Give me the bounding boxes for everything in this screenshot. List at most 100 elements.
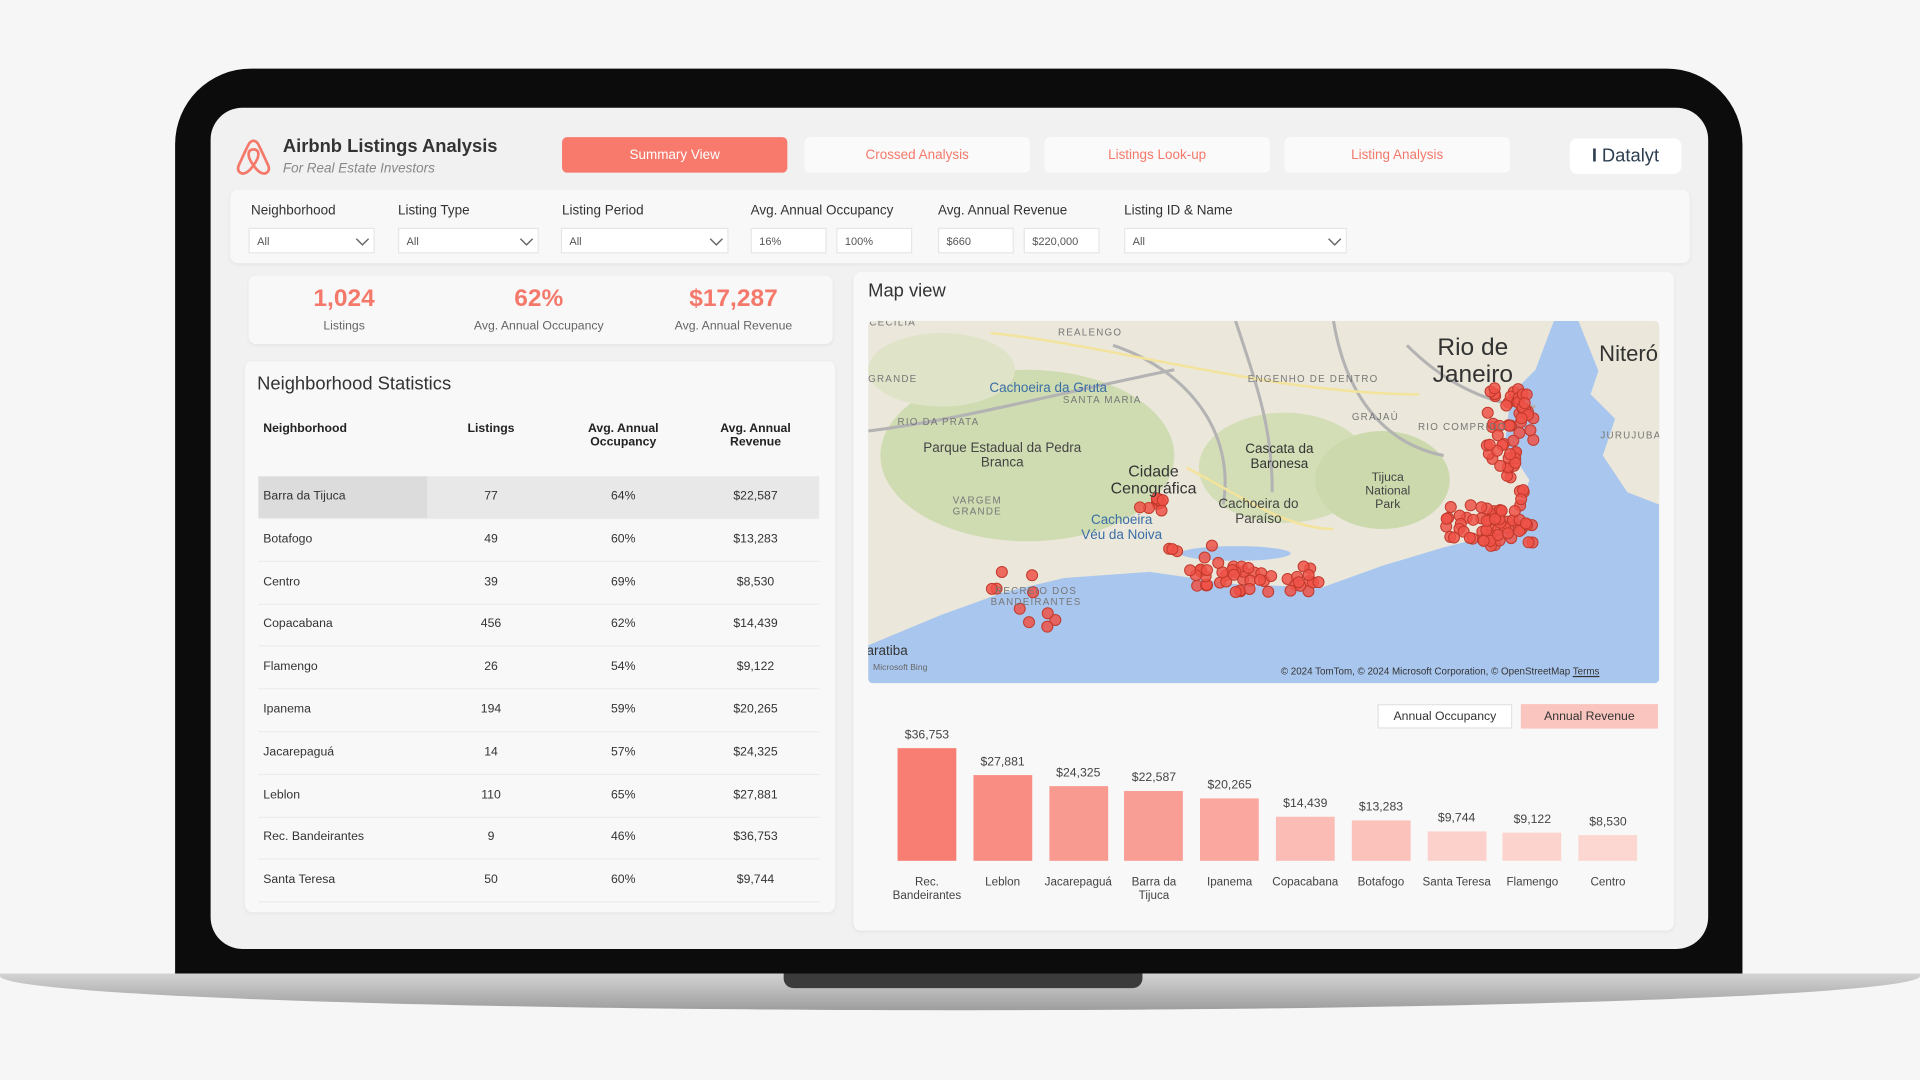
map-label-line: Guaratiba bbox=[868, 644, 908, 659]
land bbox=[1578, 320, 1660, 468]
map-label-line: RIO DA PRATA bbox=[897, 416, 980, 428]
map-label-line: Cachoeira da Gruta bbox=[989, 380, 1107, 396]
table-cell: $22,587 bbox=[733, 489, 778, 504]
kpi-panel bbox=[248, 275, 833, 345]
map[interactable]: Microsoft Bing © 2024 TomTom, © 2024 Mic… bbox=[868, 320, 1660, 684]
table-cell: $8,530 bbox=[736, 575, 775, 589]
map-base bbox=[868, 320, 1660, 684]
kpi-value: $17,287 bbox=[689, 285, 778, 313]
filter-label: Avg. Annual Revenue bbox=[937, 203, 1068, 218]
map-label-line: CECÍLIA bbox=[869, 320, 917, 329]
terms-link[interactable]: Terms bbox=[1572, 666, 1600, 678]
listing-dot bbox=[1205, 539, 1218, 552]
map-label: Cidade Cenográfica bbox=[1110, 462, 1197, 498]
kpi-label: Avg. Annual Revenue bbox=[674, 319, 793, 334]
listing-dot bbox=[1524, 424, 1537, 437]
filter-input[interactable]: 100% bbox=[836, 227, 913, 254]
map-label-line: SANTA MARIA bbox=[1062, 394, 1142, 406]
filter-input[interactable]: $220,000 bbox=[1023, 227, 1100, 254]
table-cell: 62% bbox=[611, 617, 636, 632]
bar bbox=[1200, 798, 1260, 861]
table-cell: 49 bbox=[484, 532, 498, 546]
map-label-line: Branca bbox=[980, 455, 1024, 471]
bar-value-label: $24,325 bbox=[1056, 766, 1101, 781]
table-cell: Ipanema bbox=[263, 702, 311, 717]
filter-input[interactable]: 16% bbox=[750, 227, 827, 254]
row-highlight bbox=[258, 476, 428, 518]
listing-dot bbox=[995, 566, 1008, 579]
map-label-line: Niterói bbox=[1599, 341, 1660, 367]
x-tick-label: Rec. Bandeirantes bbox=[892, 875, 962, 903]
map-label-line: GRAJAÚ bbox=[1351, 411, 1399, 423]
map-label-line: Paraíso bbox=[1235, 511, 1282, 527]
filter-input[interactable]: All bbox=[560, 227, 729, 254]
listing-dot bbox=[1134, 501, 1147, 514]
x-tick-label: Centro bbox=[1590, 875, 1626, 889]
map-label-line: REALENGO bbox=[1057, 326, 1123, 338]
tab[interactable]: Listing Analysis bbox=[1284, 137, 1510, 173]
table-cell: 69% bbox=[611, 575, 636, 589]
bar bbox=[1124, 791, 1184, 861]
map-label-line: National bbox=[1365, 484, 1411, 499]
listing-dot bbox=[1500, 399, 1513, 412]
toggle-button-active[interactable]: Annual Revenue bbox=[1520, 704, 1658, 729]
table-cell: Botafogo bbox=[263, 532, 313, 546]
filter-input[interactable]: All bbox=[1124, 227, 1347, 254]
filter-label: Avg. Annual Occupancy bbox=[750, 203, 894, 218]
listing-dot bbox=[1491, 429, 1504, 442]
filter-input[interactable]: All bbox=[248, 227, 375, 254]
map-label: VARGEM GRANDE bbox=[952, 494, 1002, 518]
toggle-button[interactable]: Annual Occupancy bbox=[1377, 704, 1513, 729]
listing-dot bbox=[1502, 527, 1515, 540]
bar bbox=[1048, 786, 1108, 861]
bar-value-label: $13,283 bbox=[1358, 800, 1404, 814]
listing-dot bbox=[1265, 570, 1278, 583]
listing-dot bbox=[1483, 438, 1496, 451]
listing-dot bbox=[985, 582, 998, 595]
row-separator bbox=[258, 816, 820, 818]
listing-dot bbox=[1508, 505, 1521, 518]
listing-dot bbox=[1027, 586, 1040, 599]
x-tick-label: Barra da Tijuca bbox=[1131, 875, 1177, 903]
brand-name: Datalyt bbox=[1601, 145, 1660, 167]
table-cell: 46% bbox=[611, 830, 636, 845]
tab[interactable]: Crossed Analysis bbox=[804, 137, 1030, 173]
x-tick-label: Ipanema bbox=[1206, 875, 1253, 889]
table-cell: $14,439 bbox=[733, 617, 778, 632]
listing-dot bbox=[1464, 499, 1477, 512]
listing-dot bbox=[1166, 543, 1179, 556]
map-label: Parque Estadual da Pedra Branca bbox=[923, 441, 1081, 471]
filter-label: Neighborhood bbox=[251, 203, 336, 218]
table-cell: 57% bbox=[611, 745, 636, 759]
filter-input[interactable]: All bbox=[397, 227, 539, 254]
listing-dot bbox=[1475, 501, 1488, 514]
table-cell: $9,122 bbox=[736, 660, 775, 674]
table-cell: 60% bbox=[611, 532, 636, 546]
table-cell: 54% bbox=[611, 660, 636, 674]
map-label-line: Cenográfica bbox=[1110, 479, 1197, 498]
bar-chart: $36,753 Rec. Bandeirantes $27,881 Leblon $24… bbox=[0, 0, 1638, 902]
kpi-value: 1,024 bbox=[313, 285, 375, 313]
map-label-line: Janeiro bbox=[1432, 361, 1513, 389]
map-label-line: VARGEM bbox=[952, 494, 1002, 506]
column-header: Avg. Annual Revenue bbox=[720, 422, 791, 450]
tab-active[interactable]: Summary View bbox=[562, 137, 788, 173]
tab[interactable]: Listings Look-up bbox=[1044, 137, 1270, 173]
bar-value-label: $9,122 bbox=[1513, 813, 1552, 827]
row-separator bbox=[258, 858, 820, 861]
listing-dot bbox=[1444, 501, 1457, 514]
table-cell: 26 bbox=[484, 660, 498, 674]
map-label-line: ENGENHO DE DENTRO bbox=[1247, 373, 1379, 385]
table-cell: 456 bbox=[480, 617, 502, 632]
listing-dot bbox=[1156, 494, 1169, 507]
map-attribution: © 2024 TomTom, © 2024 Microsoft Corporat… bbox=[1281, 666, 1600, 677]
filter-label: Listing Period bbox=[562, 203, 644, 218]
map-label: Cachoeira da Gruta bbox=[989, 381, 1107, 396]
filter-input[interactable]: $660 bbox=[937, 227, 1014, 254]
bar bbox=[1502, 832, 1562, 861]
bar bbox=[1351, 820, 1411, 861]
table-cell: Copacabana bbox=[263, 617, 333, 632]
map-label: Cascata da Baronesa bbox=[1245, 442, 1313, 472]
chevron bbox=[1328, 238, 1342, 246]
map-label: CECÍLIA bbox=[869, 321, 916, 329]
